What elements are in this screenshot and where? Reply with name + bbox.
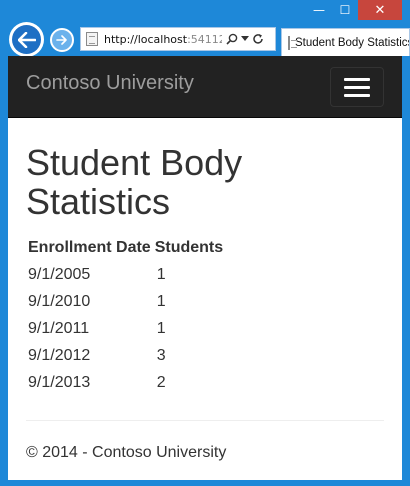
close-button[interactable]: ✕ [358, 0, 402, 20]
search-icon[interactable] [226, 33, 238, 45]
brand-link[interactable]: Contoso University [26, 72, 194, 94]
enrollment-date-cell: 9/1/2013 [28, 373, 91, 391]
students-count-cell: 1 [156, 319, 166, 337]
page-title: Student Body Statistics [26, 142, 243, 222]
back-button[interactable] [9, 22, 44, 57]
table-row: 9/1/2011 1 [26, 315, 225, 342]
url-host: http://localhost [104, 32, 188, 46]
column-header-enrollment-date: Enrollment Date [28, 239, 151, 256]
tab-page-icon [288, 35, 297, 50]
column-header-students: Students [154, 239, 224, 256]
table-row: 9/1/2013 2 [26, 369, 225, 396]
table-row: 9/1/2005 1 [26, 261, 225, 288]
hamburger-bar [344, 85, 370, 89]
table-row: 9/1/2010 1 [26, 288, 225, 315]
students-count-cell: 1 [156, 265, 166, 283]
window-controls: — ☐ ✕ [306, 0, 402, 22]
enrollment-date-cell: 9/1/2011 [28, 319, 90, 337]
students-count-cell: 2 [156, 373, 166, 391]
students-count-cell: 3 [156, 346, 166, 364]
dropdown-arrow-icon[interactable] [241, 36, 249, 42]
footer-text: © 2014 - Contoso University [26, 444, 227, 461]
table-row: 9/1/2012 3 [26, 342, 225, 369]
footer-divider [26, 420, 384, 421]
url-text[interactable]: http://localhost:54112/Home/About [104, 33, 222, 46]
address-bar[interactable]: http://localhost:54112/Home/About [80, 27, 276, 51]
browser-tab[interactable]: Student Body Statistics [281, 28, 410, 56]
hamburger-bar [344, 77, 370, 81]
minimize-button[interactable]: — [313, 3, 325, 17]
hamburger-bar [344, 93, 370, 97]
maximize-button[interactable]: ☐ [339, 3, 351, 17]
enrollment-date-cell: 9/1/2010 [28, 292, 91, 310]
back-arrow-icon [12, 25, 41, 54]
enrollment-date-cell: 9/1/2012 [28, 346, 91, 364]
navbar: Contoso University [8, 56, 402, 118]
forward-arrow-icon [56, 35, 67, 45]
students-count-cell: 1 [156, 292, 166, 310]
enrollment-date-cell: 9/1/2005 [28, 265, 91, 283]
navbar-toggle-button[interactable] [330, 67, 384, 107]
forward-button[interactable] [50, 28, 74, 52]
tab-title: Student Body Statistics [295, 36, 410, 49]
url-rest: :54112/Home/About [187, 32, 222, 46]
page-viewport: Contoso University Student Body Statisti… [8, 56, 402, 480]
stats-table: Enrollment Date Students 9/1/2005 1 9/1/… [26, 235, 225, 396]
refresh-icon[interactable] [252, 33, 264, 45]
table-header-row: Enrollment Date Students [26, 235, 225, 261]
body-content: Student Body Statistics Enrollment Date … [8, 143, 402, 462]
browser-titlebar: — ☐ ✕ http://localhost:54112/Home/About [0, 0, 410, 57]
page-icon [86, 32, 98, 46]
